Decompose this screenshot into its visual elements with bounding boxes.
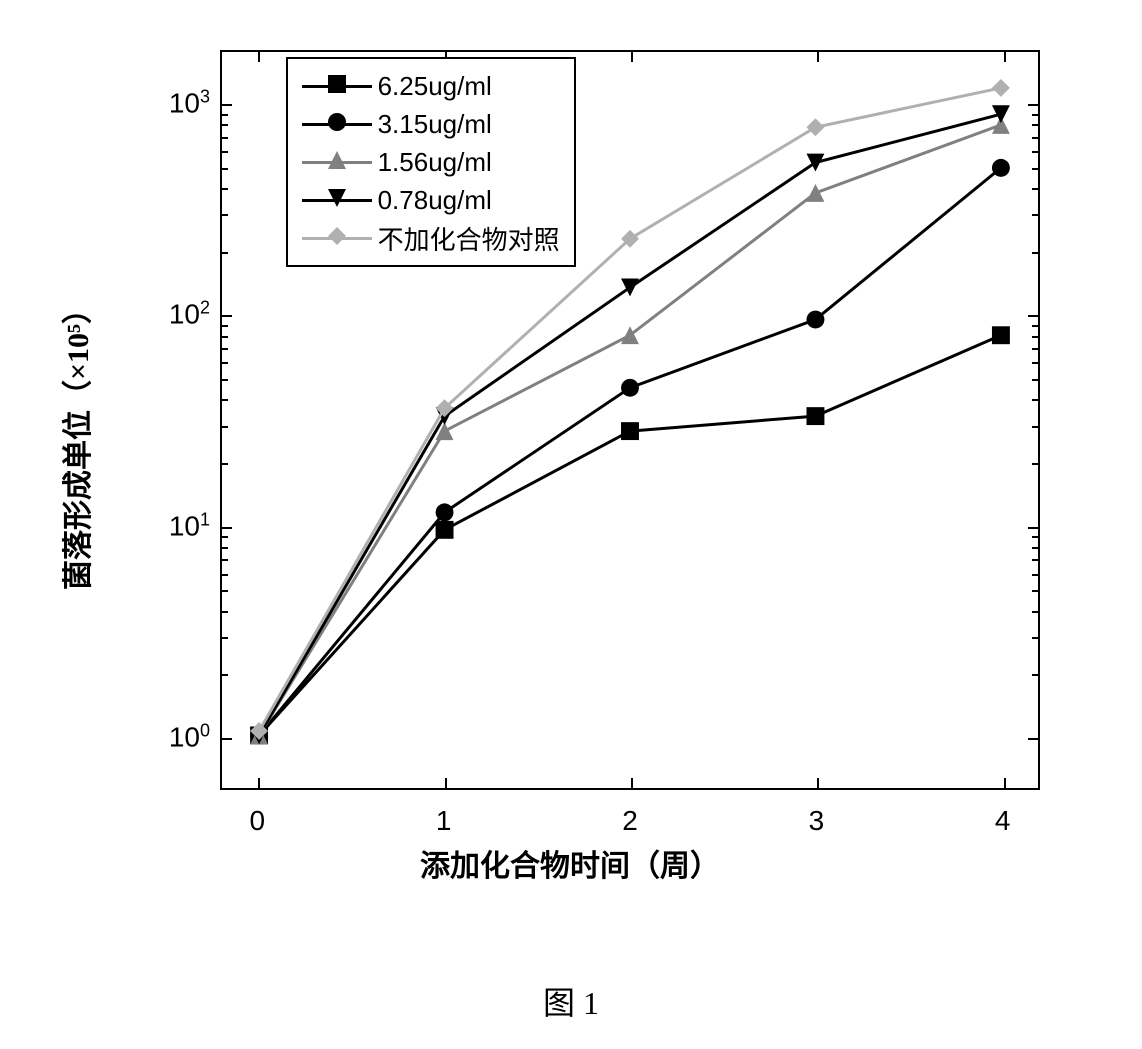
y-tick-label: 100 (169, 720, 210, 753)
x-tick-label: 2 (622, 805, 638, 837)
figure-caption: 图 1 (543, 978, 599, 1024)
x-tick-label: 0 (249, 805, 265, 837)
x-axis-label: 添加化合物时间（周） (420, 841, 720, 885)
legend-item: 1.56ug/ml (302, 143, 560, 181)
legend-label: 1.56ug/ml (378, 147, 492, 178)
legend-item: 0.78ug/ml (302, 181, 560, 219)
legend-item: 6.25ug/ml (302, 67, 560, 105)
y-axis-label: 菌落形成单位（×10⁵） (53, 294, 97, 590)
legend: 6.25ug/ml 3.15ug/ml 1.56ug/ml 0.78ug/ml 不加化合… (286, 57, 576, 267)
y-tick-label: 101 (169, 509, 210, 542)
y-tick-label: 102 (169, 298, 210, 331)
x-tick-label: 1 (436, 805, 452, 837)
legend-item: 不加化合物对照 (302, 219, 560, 257)
chart-container: 菌落形成单位（×10⁵） 添加化合物时间（周） 6.25ug/ml3.15ug/… (60, 20, 1080, 900)
legend-item: 3.15ug/ml (302, 105, 560, 143)
legend-label: 6.25ug/ml (378, 71, 492, 102)
legend-label: 3.15ug/ml (378, 109, 492, 140)
legend-label: 不加化合物对照 (378, 220, 560, 257)
legend-label: 0.78ug/ml (378, 185, 492, 216)
x-tick-label: 4 (995, 805, 1011, 837)
y-tick-label: 103 (169, 86, 210, 119)
x-tick-label: 3 (809, 805, 825, 837)
